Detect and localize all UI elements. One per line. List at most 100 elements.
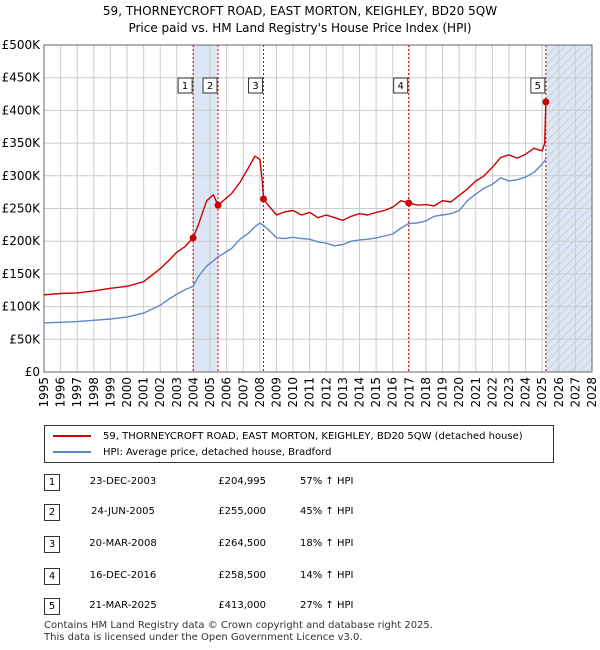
x-tick-label: 2019	[436, 377, 450, 408]
chart-title-line1: 59, THORNEYCROFT ROAD, EAST MORTON, KEIG…	[102, 4, 498, 18]
legend-item-property: 59, THORNEYCROFT ROAD, EAST MORTON, KEIG…	[53, 429, 523, 443]
sale-number-badge: 1	[44, 474, 60, 491]
y-tick-label: £150K	[2, 267, 42, 281]
sale-label-box-1: 1	[177, 77, 193, 94]
x-tick-label: 2009	[269, 377, 283, 408]
x-tick-label: 2004	[186, 377, 200, 408]
sale-price: £258,500	[218, 570, 266, 581]
sale-hpi-change: 18% ↑ HPI	[300, 538, 354, 549]
x-tick-label: 2008	[253, 377, 267, 408]
sale-point-3	[260, 195, 268, 203]
x-tick-label: 2001	[137, 377, 151, 408]
x-tick-label: 2020	[452, 377, 466, 408]
x-tick-label: 2002	[153, 377, 167, 408]
x-tick-label: 2027	[568, 377, 582, 408]
table-row: 4 16-DEC-2016 £258,500 14% ↑ HPI	[0, 568, 600, 588]
sale-point-4	[405, 199, 413, 207]
table-row: 5 21-MAR-2025 £413,000 27% ↑ HPI	[0, 598, 600, 618]
legend-swatch-hpi	[53, 451, 91, 453]
sale-price: £255,000	[218, 506, 266, 517]
sale-label-frame	[393, 77, 409, 94]
table-row: 3 20-MAR-2008 £264,500 18% ↑ HPI	[0, 536, 600, 556]
sale-hpi-change: 14% ↑ HPI	[300, 570, 354, 581]
chart-legend: 59, THORNEYCROFT ROAD, EAST MORTON, KEIG…	[44, 425, 554, 463]
price-chart: £0 £50K £100K £150K £200K £250K £300K £350K £400…	[2, 38, 599, 408]
sale-label-frame	[177, 77, 193, 94]
plot-border	[43, 44, 593, 373]
footer-copyright: Contains HM Land Registry data © Crown c…	[44, 620, 433, 631]
x-tick-label: 2005	[203, 377, 217, 408]
x-tick-label: 2003	[170, 377, 184, 408]
x-tick-label: 2028	[585, 377, 599, 408]
sale-label-frame	[530, 77, 546, 94]
sale-label-text: 4	[397, 81, 403, 92]
x-tick-label: 2016	[386, 377, 400, 408]
sale-label-box-3: 3	[248, 77, 264, 94]
sale-label-box-4: 4	[393, 77, 409, 94]
sale-label-text: 3	[252, 81, 258, 92]
series-line-property	[43, 101, 547, 296]
sale-hpi-change: 57% ↑ HPI	[300, 476, 354, 487]
chart-title-line2: Price paid vs. HM Land Registry's House …	[128, 21, 472, 35]
x-tick-label: 2011	[303, 377, 317, 408]
sale-label-frame	[248, 77, 264, 94]
legend-label-hpi: HPI: Average price, detached house, Brad…	[103, 446, 332, 458]
x-tick-label: 2007	[236, 377, 250, 408]
legend-swatch-property	[53, 435, 91, 437]
sale-date: 24-JUN-2005	[91, 506, 155, 517]
y-tick-label: £400K	[2, 103, 42, 117]
x-tick-label: 2014	[353, 377, 367, 408]
sale-price: £413,000	[218, 600, 266, 611]
x-tick-label: 2010	[286, 377, 300, 408]
sale-date: 20-MAR-2008	[89, 538, 157, 549]
y-tick-label: £100K	[2, 300, 42, 314]
sale-hpi-change: 27% ↑ HPI	[300, 600, 354, 611]
x-tick-label: 2000	[120, 377, 134, 408]
sale-label-box-5: 5	[530, 77, 546, 94]
sale-number-badge: 5	[44, 598, 60, 615]
sale-number-badge: 2	[44, 504, 60, 521]
sale-price: £204,995	[218, 476, 266, 487]
sale-label-box-2: 2	[202, 77, 218, 94]
sale-hpi-change: 45% ↑ HPI	[300, 506, 354, 517]
sale-label-frame	[202, 77, 218, 94]
legend-label-property: 59, THORNEYCROFT ROAD, EAST MORTON, KEIG…	[103, 430, 523, 442]
sale-point-2	[214, 201, 222, 209]
x-tick-label: 2017	[402, 377, 416, 408]
sale-date: 21-MAR-2025	[89, 600, 157, 611]
x-tick-label: 1999	[103, 377, 117, 408]
x-tick-label: 2025	[535, 377, 549, 408]
x-tick-label: 2024	[519, 377, 533, 408]
x-tick-label: 2006	[220, 377, 234, 408]
table-row: 1 23-DEC-2003 £204,995 57% ↑ HPI	[0, 474, 600, 494]
x-tick-label: 2023	[502, 377, 516, 408]
sale-label-text: 2	[207, 81, 213, 92]
y-tick-label: £50K	[9, 332, 41, 346]
series-line-hpi	[43, 158, 547, 324]
sale-point-5	[542, 98, 550, 106]
x-tick-label: 2021	[469, 377, 483, 408]
footer: Contains HM Land Registry data © Crown c…	[44, 620, 433, 644]
x-tick-label: 2012	[319, 377, 333, 408]
y-tick-label: £500K	[2, 38, 42, 52]
legend-item-hpi: HPI: Average price, detached house, Brad…	[53, 445, 331, 459]
x-tick-label: 1995	[37, 377, 51, 408]
sale-point-1	[189, 234, 197, 242]
x-tick-label: 2018	[419, 377, 433, 408]
x-tick-label: 1997	[70, 377, 84, 408]
sale-number-badge: 4	[44, 568, 60, 585]
x-tick-label: 2013	[336, 377, 350, 408]
sale-price: £264,500	[218, 538, 266, 549]
sale-number-badge: 3	[44, 536, 60, 553]
sale-label-text: 1	[182, 81, 188, 92]
x-tick-label: 2026	[552, 377, 566, 408]
sale-date: 23-DEC-2003	[89, 476, 157, 487]
x-tick-label: 1996	[54, 377, 68, 408]
footer-licence: This data is licensed under the Open Gov…	[44, 632, 363, 643]
y-tick-label: £300K	[2, 169, 42, 183]
y-tick-label: £200K	[2, 234, 42, 248]
y-tick-label: £450K	[2, 71, 42, 85]
x-tick-label: 1998	[87, 377, 101, 408]
y-tick-label: £250K	[2, 202, 42, 216]
sale-date: 16-DEC-2016	[89, 570, 157, 581]
